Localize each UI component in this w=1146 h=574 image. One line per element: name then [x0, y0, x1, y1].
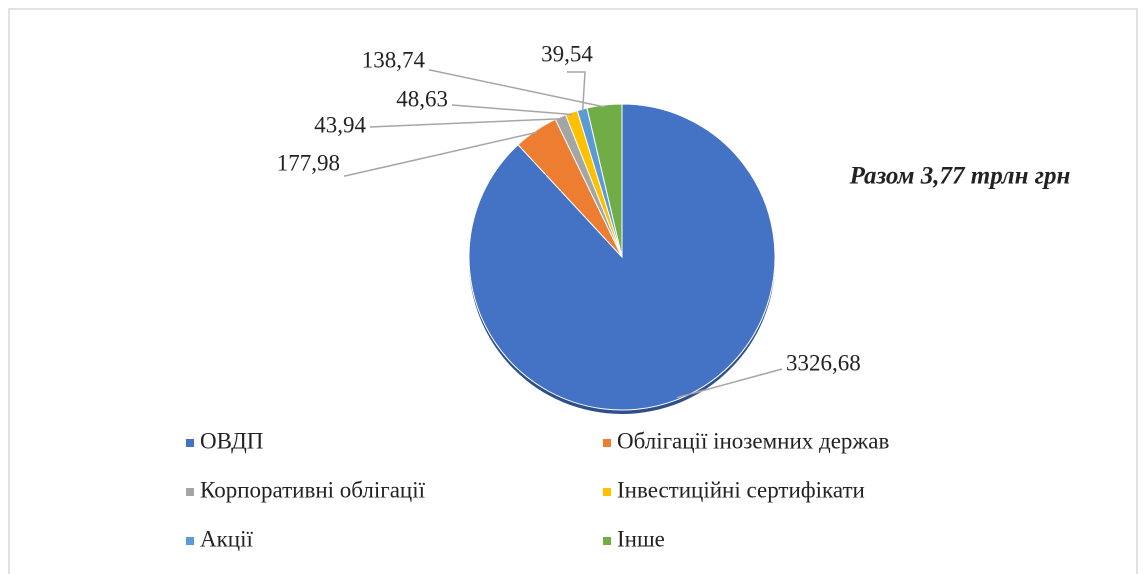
data-label: 3326,68 — [786, 350, 861, 375]
leader-line — [567, 71, 586, 112]
legend-swatch — [603, 537, 611, 545]
legend-label: Облігації іноземних держав — [617, 428, 890, 453]
leader-line — [344, 131, 538, 177]
leader-line — [451, 104, 573, 116]
legend-label: Корпоративні облігації — [200, 477, 426, 502]
legend-label: Інвестиційні сертифікати — [617, 477, 865, 502]
legend-label: Акції — [200, 526, 253, 551]
data-label: 138,74 — [362, 47, 426, 72]
legend-swatch — [186, 439, 194, 447]
data-label: 39,54 — [541, 41, 593, 66]
pie-slice — [586, 103, 623, 258]
leader-line — [369, 118, 562, 128]
chart-frame — [8, 8, 1138, 574]
legend-label: Інше — [617, 526, 665, 551]
legend-swatch — [186, 537, 194, 545]
legend-swatch — [603, 488, 611, 496]
data-label: 48,63 — [396, 86, 448, 111]
data-label: 177,98 — [277, 150, 340, 175]
legend-label: ОВДП — [200, 428, 263, 453]
legend-swatch — [603, 439, 611, 447]
legend-swatch — [186, 488, 194, 496]
data-label: 43,94 — [314, 112, 366, 137]
annotation: Разом 3,77 трлн грн — [849, 163, 1071, 190]
leader-line — [676, 368, 783, 399]
leader-line — [429, 69, 605, 108]
